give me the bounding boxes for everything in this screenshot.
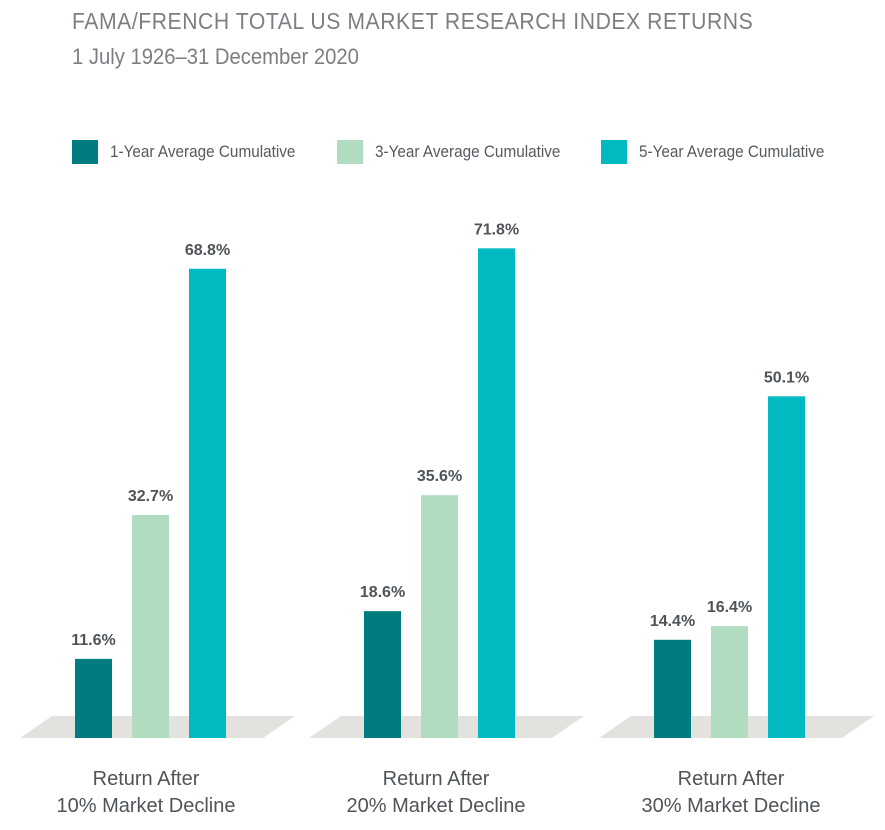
legend-item-3-year: 3-Year Average Cumulative — [337, 140, 581, 164]
legend-swatch-1-year — [72, 140, 98, 164]
bar-value-label-series3-group2: 71.8% — [474, 221, 519, 238]
bar-value-label-series1-group1: 11.6% — [71, 632, 115, 649]
bar-series3-group1 — [189, 268, 226, 738]
legend-item-1-year: 1-Year Average Cumulative — [72, 140, 316, 164]
chart-title: FAMA/FRENCH TOTAL US MARKET RESEARCH IND… — [72, 8, 754, 34]
group-label-20-line1: Return After — [382, 768, 490, 790]
group-label-20: Return After 20% Market Decline — [316, 766, 556, 820]
group-label-30-line2: 30% Market Decline — [641, 795, 821, 817]
group-label-10-line1: Return After — [92, 768, 200, 790]
group-label-30-line1: Return After — [677, 768, 785, 790]
bar-value-label-series2-group3: 16.4% — [707, 599, 752, 616]
legend-label-3-year: 3-Year Average Cumulative — [375, 142, 561, 161]
bar-value-label-series2-group2: 35.6% — [417, 468, 462, 485]
legend-item-5-year: 5-Year Average Cumulative — [601, 140, 845, 164]
bar-series3-group2 — [478, 248, 515, 738]
legend-swatch-5-year — [601, 140, 627, 164]
bar-value-label-series3-group3: 50.1% — [764, 369, 809, 386]
group-label-20-line2: 20% Market Decline — [346, 795, 526, 817]
group-label-10: Return After 10% Market Decline — [26, 766, 266, 820]
bar-series1-group1 — [75, 658, 112, 738]
group-label-10-line2: 10% Market Decline — [56, 795, 236, 817]
chart-subtitle: 1 July 1926–31 December 2020 — [72, 44, 359, 69]
bar-series3-group3 — [768, 396, 805, 738]
bar-series2-group2 — [421, 495, 458, 738]
legend-label-1-year: 1-Year Average Cumulative — [110, 142, 296, 161]
bar-series2-group3 — [711, 626, 748, 738]
legend-label-5-year: 5-Year Average Cumulative — [639, 142, 825, 161]
legend-swatch-3-year — [337, 140, 363, 164]
bar-value-label-series1-group2: 18.6% — [360, 584, 405, 601]
bar-value-label-series2-group1: 32.7% — [128, 488, 173, 505]
bar-series2-group1 — [132, 514, 169, 738]
bar-value-label-series1-group3: 14.4% — [650, 613, 695, 630]
bar-series1-group3 — [654, 639, 691, 738]
group-label-30: Return After 30% Market Decline — [611, 766, 851, 820]
bar-series1-group2 — [364, 611, 401, 738]
bar-value-label-series3-group1: 68.8% — [185, 242, 230, 259]
